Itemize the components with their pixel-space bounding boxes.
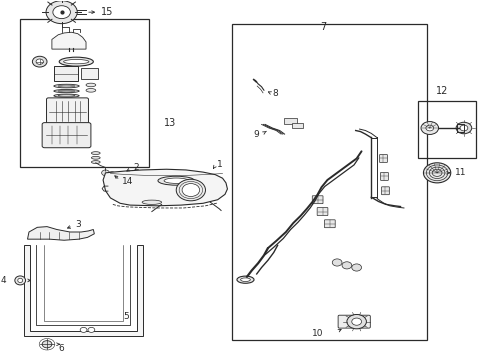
Ellipse shape [54, 89, 79, 93]
Ellipse shape [63, 59, 89, 64]
Circle shape [107, 172, 117, 179]
Text: 5: 5 [123, 312, 129, 321]
Bar [232, 24, 427, 339]
Ellipse shape [86, 89, 96, 92]
Circle shape [346, 315, 366, 329]
FancyBboxPatch shape [381, 187, 388, 195]
FancyBboxPatch shape [337, 315, 369, 328]
Circle shape [423, 163, 450, 183]
FancyBboxPatch shape [46, 98, 88, 124]
Circle shape [331, 259, 341, 266]
Bar [283, 118, 297, 125]
Ellipse shape [59, 57, 93, 66]
Circle shape [46, 1, 77, 24]
Circle shape [102, 170, 109, 176]
Circle shape [455, 122, 471, 134]
Circle shape [176, 179, 205, 201]
Circle shape [80, 327, 87, 332]
Text: 4: 4 [0, 276, 6, 285]
Circle shape [420, 122, 438, 134]
Ellipse shape [158, 176, 194, 185]
Text: 6: 6 [58, 344, 64, 353]
Circle shape [341, 262, 351, 269]
Ellipse shape [91, 156, 100, 159]
FancyBboxPatch shape [379, 154, 386, 162]
Text: 11: 11 [454, 168, 465, 177]
Ellipse shape [91, 161, 100, 163]
Ellipse shape [237, 276, 253, 283]
Circle shape [182, 184, 199, 197]
FancyBboxPatch shape [312, 196, 323, 204]
Text: 8: 8 [272, 89, 278, 98]
FancyBboxPatch shape [380, 172, 387, 180]
Bar [417, 101, 475, 158]
Ellipse shape [54, 94, 79, 97]
Bar [292, 123, 303, 128]
Text: 13: 13 [163, 118, 176, 128]
Ellipse shape [86, 83, 96, 87]
Text: 7: 7 [320, 22, 325, 32]
Ellipse shape [36, 59, 43, 64]
Circle shape [53, 6, 70, 19]
Text: 1: 1 [216, 160, 222, 169]
Bar [20, 19, 149, 167]
Polygon shape [24, 244, 143, 336]
Text: 14: 14 [122, 177, 133, 186]
Ellipse shape [163, 178, 188, 183]
Text: 3: 3 [75, 220, 81, 229]
Polygon shape [52, 32, 86, 49]
FancyBboxPatch shape [317, 208, 327, 216]
Circle shape [425, 125, 433, 131]
Ellipse shape [58, 85, 75, 87]
Circle shape [88, 327, 95, 332]
Ellipse shape [91, 152, 100, 154]
Ellipse shape [142, 200, 161, 204]
Ellipse shape [54, 84, 79, 88]
Bar [54, 66, 78, 81]
Polygon shape [103, 169, 227, 206]
Circle shape [42, 341, 52, 348]
Ellipse shape [15, 276, 25, 285]
Circle shape [351, 318, 361, 325]
Text: 9: 9 [253, 130, 259, 139]
FancyBboxPatch shape [324, 220, 334, 228]
Circle shape [459, 125, 467, 131]
Text: 10: 10 [311, 329, 323, 338]
Ellipse shape [58, 95, 75, 96]
Ellipse shape [58, 90, 75, 92]
Ellipse shape [18, 278, 22, 283]
Ellipse shape [240, 278, 250, 282]
Bar [81, 68, 98, 79]
Text: 15: 15 [101, 7, 113, 17]
Circle shape [351, 264, 361, 271]
Text: 2: 2 [133, 163, 139, 172]
FancyBboxPatch shape [42, 123, 91, 148]
Polygon shape [27, 226, 94, 240]
Text: 12: 12 [435, 86, 447, 96]
Ellipse shape [32, 56, 47, 67]
